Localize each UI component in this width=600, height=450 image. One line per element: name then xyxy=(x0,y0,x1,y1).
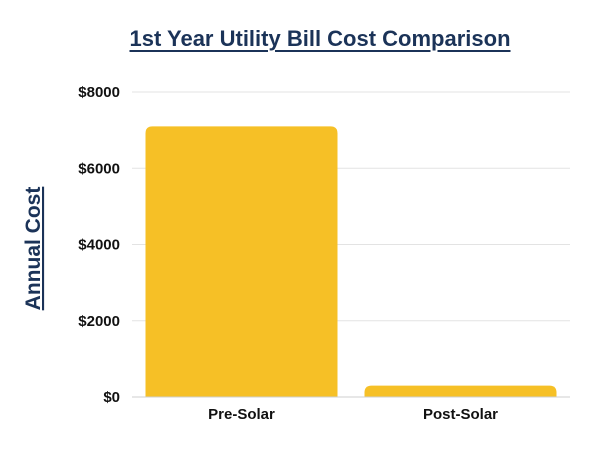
labels: $0 $2000 $4000 $6000 $8000 Pre-Solar Post-Sola… xyxy=(78,84,498,423)
x-tick-label: Pre-Solar xyxy=(208,406,275,423)
bar-pre-solar xyxy=(145,126,338,397)
chart-title: 1st Year Utility Bill Cost Comparison xyxy=(129,26,511,51)
y-tick-label: $6000 xyxy=(78,160,120,177)
x-tick-label: Post-Solar xyxy=(423,406,498,423)
bar-post-solar xyxy=(364,385,557,397)
bars xyxy=(145,126,557,397)
y-axis-title: Annual Cost xyxy=(22,187,45,311)
y-tick-label: $4000 xyxy=(78,237,120,254)
y-tick-label: $2000 xyxy=(78,313,120,330)
y-tick-label: $8000 xyxy=(78,84,120,101)
y-tick-label: $0 xyxy=(103,389,120,406)
